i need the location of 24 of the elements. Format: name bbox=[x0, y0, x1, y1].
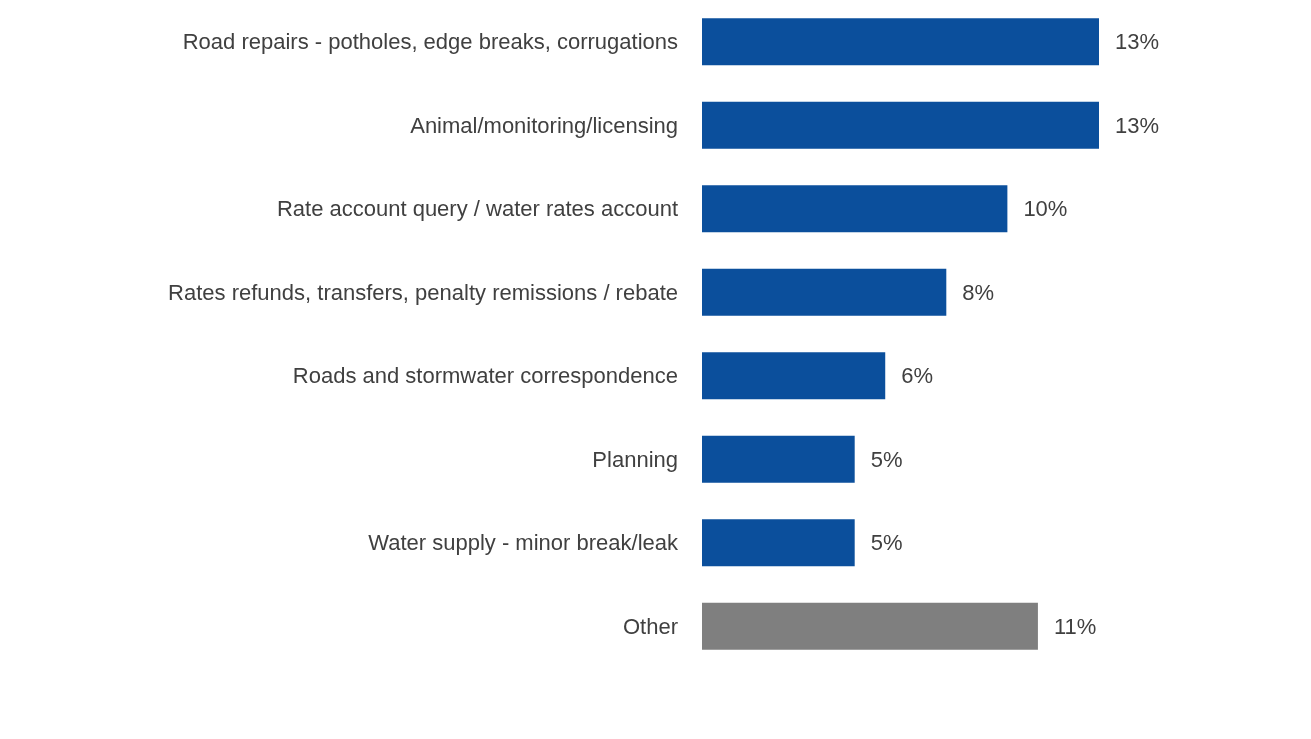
data-label: 6% bbox=[901, 363, 934, 389]
y-tick-label: Animal/monitoring/licensing bbox=[410, 112, 678, 138]
bar bbox=[702, 101, 1099, 149]
data-label: 13% bbox=[1115, 112, 1160, 138]
data-label: 13% bbox=[1115, 29, 1160, 55]
data-label: 5% bbox=[870, 530, 903, 556]
y-tick-label: Water supply - minor break/leak bbox=[368, 530, 679, 556]
bar bbox=[702, 602, 1038, 650]
data-label: 5% bbox=[870, 446, 903, 472]
bar bbox=[702, 519, 855, 567]
y-tick-label: Roads and stormwater correspondence bbox=[292, 363, 678, 389]
data-label: 10% bbox=[1023, 196, 1068, 222]
bar bbox=[702, 435, 855, 483]
y-tick-label: Planning bbox=[592, 446, 678, 472]
y-tick-label: Rates refunds, transfers, penalty remissions / rebate bbox=[168, 279, 678, 305]
bar bbox=[702, 185, 1008, 233]
data-label: 8% bbox=[962, 279, 995, 305]
bar bbox=[702, 268, 947, 316]
y-tick-label: Other bbox=[622, 613, 678, 639]
bar bbox=[702, 18, 1099, 66]
bar bbox=[702, 352, 886, 400]
data-label: 11% bbox=[1053, 613, 1097, 639]
y-tick-label: Rate account query / water rates account bbox=[276, 196, 678, 222]
y-tick-label: Road repairs - potholes, edge breaks, corrugations bbox=[182, 29, 678, 55]
